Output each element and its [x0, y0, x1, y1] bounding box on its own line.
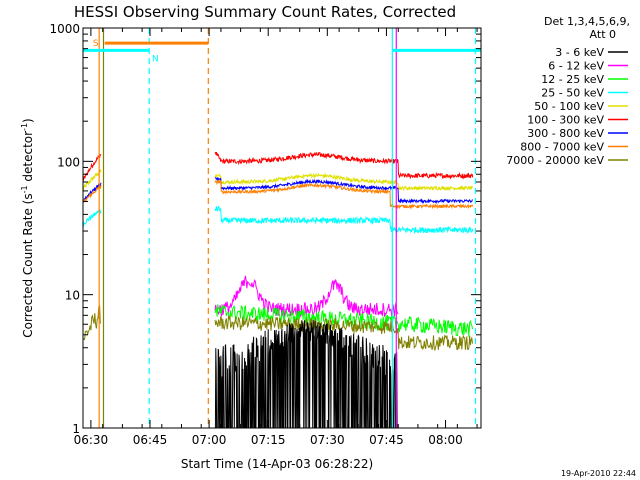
x-tick-label: 08:00 — [428, 433, 463, 447]
y-label-end: ) — [21, 118, 35, 123]
legend-label-6: 300 - 800 keV — [527, 127, 604, 140]
series-3-6-keV — [214, 319, 399, 429]
series-25-50-keV — [214, 205, 474, 235]
y-label-mid: detector — [21, 131, 35, 186]
y-tick-label: 100 — [57, 155, 80, 169]
legend-header-line2: Att 0 — [590, 28, 616, 41]
series-50-100-keV-pre — [82, 169, 102, 192]
legend-label-7: 800 - 7000 keV — [520, 141, 604, 154]
legend-label-3: 25 - 50 keV — [541, 87, 604, 100]
x-tick-label: 06:45 — [133, 433, 168, 447]
y-tick-label: 1000 — [49, 22, 80, 36]
legend-label-2: 12 - 25 keV — [541, 73, 604, 86]
x-axis-label: Start Time (14-Apr-03 06:28:22) — [181, 457, 373, 471]
legend-label-8: 7000 - 20000 keV — [506, 154, 604, 167]
plot-data-layer: SN — [82, 28, 481, 429]
y-axis-label: Corrected Count Rate (s-1 detector-1) — [20, 118, 35, 337]
legend-label-4: 50 - 100 keV — [534, 100, 604, 113]
legend-label-5: 100 - 300 keV — [527, 114, 604, 127]
series-300-800-keV — [214, 177, 473, 204]
chart-title: HESSI Observing Summary Count Rates, Cor… — [74, 3, 456, 21]
x-tick-label: 07:00 — [192, 433, 227, 447]
y-tick-label: 10 — [65, 289, 80, 303]
series-800-7000-keV — [214, 178, 474, 210]
series-100-300-keV — [214, 151, 474, 180]
series-25-50-keV-pre — [82, 209, 102, 228]
y-label-main: Corrected Count Rate (s — [21, 193, 35, 337]
y-label-sup1: -1 — [20, 185, 29, 193]
series-7000-20000-keV-pre — [82, 305, 101, 341]
flag-label-n: N — [152, 54, 159, 64]
flag-label-s: S — [93, 39, 99, 49]
legend-label-0: 3 - 6 keV — [555, 46, 604, 59]
axis-ticks: 06:30 06:45 07:00 07:15 07:30 07:45 08:00 1 10 10… — [49, 22, 481, 447]
series-7000-20000-keV — [214, 314, 473, 352]
legend-label-1: 6 - 12 keV — [548, 60, 604, 73]
y-tick-label: 1 — [72, 422, 80, 436]
y-label-sup2: -1 — [20, 123, 29, 131]
x-tick-label: 06:30 — [74, 433, 109, 447]
legend-header-line1: Det 1,3,4,5,6,9, — [544, 15, 630, 28]
plot-frame — [82, 27, 482, 429]
series-50-100-keV — [214, 172, 474, 192]
series-12-25-keV — [214, 304, 473, 337]
x-tick-label: 07:45 — [369, 433, 404, 447]
series-300-800-keV-pre — [82, 182, 102, 203]
generated-timestamp: 19-Apr-2010 22:44 — [561, 469, 636, 478]
x-tick-label: 07:15 — [251, 433, 286, 447]
x-tick-label: 07:30 — [310, 433, 345, 447]
